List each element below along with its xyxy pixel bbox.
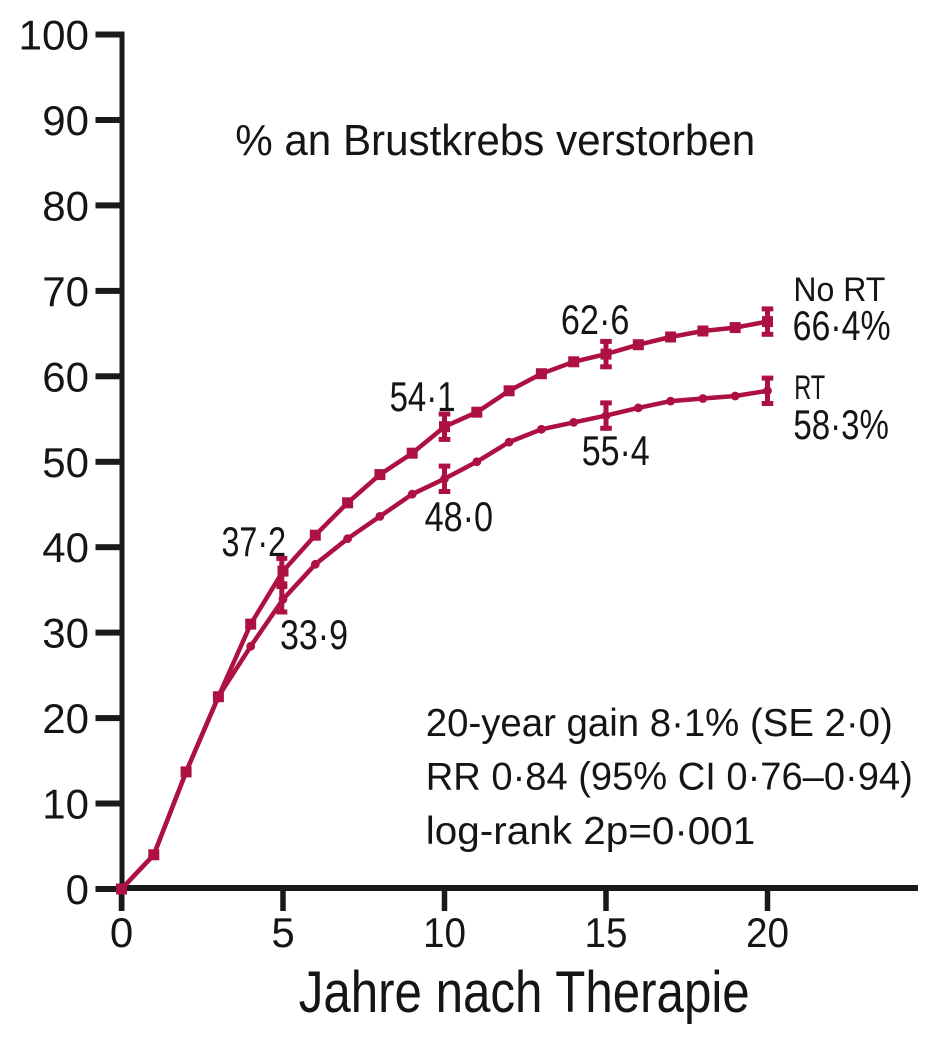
svg-text:Jahre nach Therapie: Jahre nach Therapie	[299, 960, 750, 1025]
svg-text:15: 15	[585, 909, 628, 956]
svg-text:RT: RT	[794, 369, 825, 407]
svg-text:20: 20	[42, 695, 89, 742]
svg-text:90: 90	[42, 97, 89, 144]
svg-text:66·4%: 66·4%	[793, 302, 891, 349]
svg-text:33·9: 33·9	[280, 611, 348, 658]
svg-text:60: 60	[42, 353, 89, 400]
svg-text:0: 0	[110, 909, 133, 956]
svg-text:No RT: No RT	[793, 271, 885, 309]
svg-text:100: 100	[19, 12, 90, 59]
svg-text:10: 10	[42, 781, 89, 828]
svg-text:10: 10	[423, 909, 466, 956]
svg-text:48·0: 48·0	[425, 493, 494, 540]
svg-text:58·3%: 58·3%	[793, 401, 889, 448]
svg-text:80: 80	[42, 182, 89, 229]
svg-text:5: 5	[271, 909, 294, 956]
svg-text:55·4: 55·4	[582, 427, 650, 474]
svg-text:RR 0·84 (95% CI 0·76–0·94): RR 0·84 (95% CI 0·76–0·94)	[426, 756, 913, 799]
svg-text:37·2: 37·2	[222, 518, 287, 565]
svg-text:20-year gain 8·1% (SE 2·0): 20-year gain 8·1% (SE 2·0)	[426, 702, 893, 745]
svg-text:70: 70	[42, 268, 89, 315]
svg-text:50: 50	[42, 439, 89, 486]
svg-text:% an Brustkrebs verstorben: % an Brustkrebs verstorben	[235, 116, 755, 165]
svg-text:62·6: 62·6	[561, 296, 630, 343]
svg-text:0: 0	[66, 866, 89, 913]
svg-text:54·1: 54·1	[390, 373, 456, 420]
svg-text:log-rank 2p=0·001: log-rank 2p=0·001	[426, 810, 756, 853]
svg-text:40: 40	[42, 524, 89, 571]
svg-text:20: 20	[746, 909, 789, 956]
svg-text:30: 30	[42, 610, 89, 657]
